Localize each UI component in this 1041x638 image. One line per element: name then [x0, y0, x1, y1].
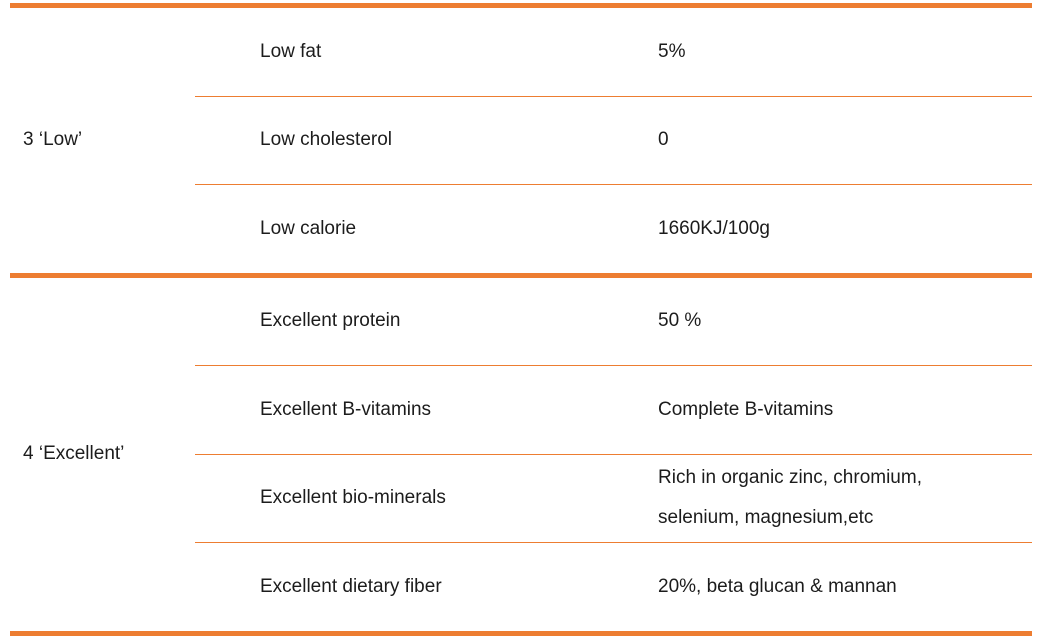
- table-row: Low fat 5%: [195, 8, 1032, 96]
- attribute-cell: Excellent B-vitamins: [260, 398, 432, 420]
- value-cell: Complete B-vitamins: [658, 398, 834, 420]
- table-row: Excellent bio-minerals Rich in organic z…: [195, 453, 1032, 543]
- value-cell: 5%: [658, 40, 686, 62]
- group-label-excellent: 4 ‘Excellent’: [23, 443, 125, 464]
- table-row: Excellent B-vitamins Complete B-vitamins: [195, 365, 1032, 454]
- table-row: Low cholesterol 0: [195, 95, 1032, 185]
- group-rows: Low fat 5% Low cholesterol 0 Low calorie…: [195, 8, 1032, 273]
- group-rows: Excellent protein 50 % Excellent B-vitam…: [195, 278, 1032, 631]
- table-row: Excellent protein 50 %: [195, 278, 1032, 366]
- attribute-cell: Excellent dietary fiber: [260, 575, 442, 597]
- table-group-excellent: 4 ‘Excellent’ Excellent protein 50 % Exc…: [10, 272, 1032, 631]
- value-cell: 0: [658, 129, 669, 151]
- nutrition-table: 3 ‘Low’ Low fat 5% Low cholesterol 0 Low…: [10, 3, 1032, 636]
- group-label-low: 3 ‘Low’: [23, 129, 83, 151]
- table-row: Excellent dietary fiber 20%, beta glucan…: [195, 542, 1032, 631]
- table-group-low: 3 ‘Low’ Low fat 5% Low cholesterol 0 Low…: [10, 3, 1032, 273]
- value-cell: 1660KJ/100g: [658, 217, 770, 239]
- attribute-cell: Low cholesterol: [260, 129, 393, 151]
- attribute-cell: Excellent bio-minerals: [260, 487, 446, 509]
- table-row: Low calorie 1660KJ/100g: [195, 184, 1032, 273]
- attribute-cell: Low calorie: [260, 217, 357, 239]
- value-cell: Rich in organic zinc, chromium, selenium…: [658, 467, 922, 529]
- attribute-cell: Low fat: [260, 40, 322, 62]
- value-cell: 20%, beta glucan & mannan: [658, 575, 897, 597]
- attribute-cell: Excellent protein: [260, 310, 401, 332]
- value-cell: 50 %: [658, 310, 702, 332]
